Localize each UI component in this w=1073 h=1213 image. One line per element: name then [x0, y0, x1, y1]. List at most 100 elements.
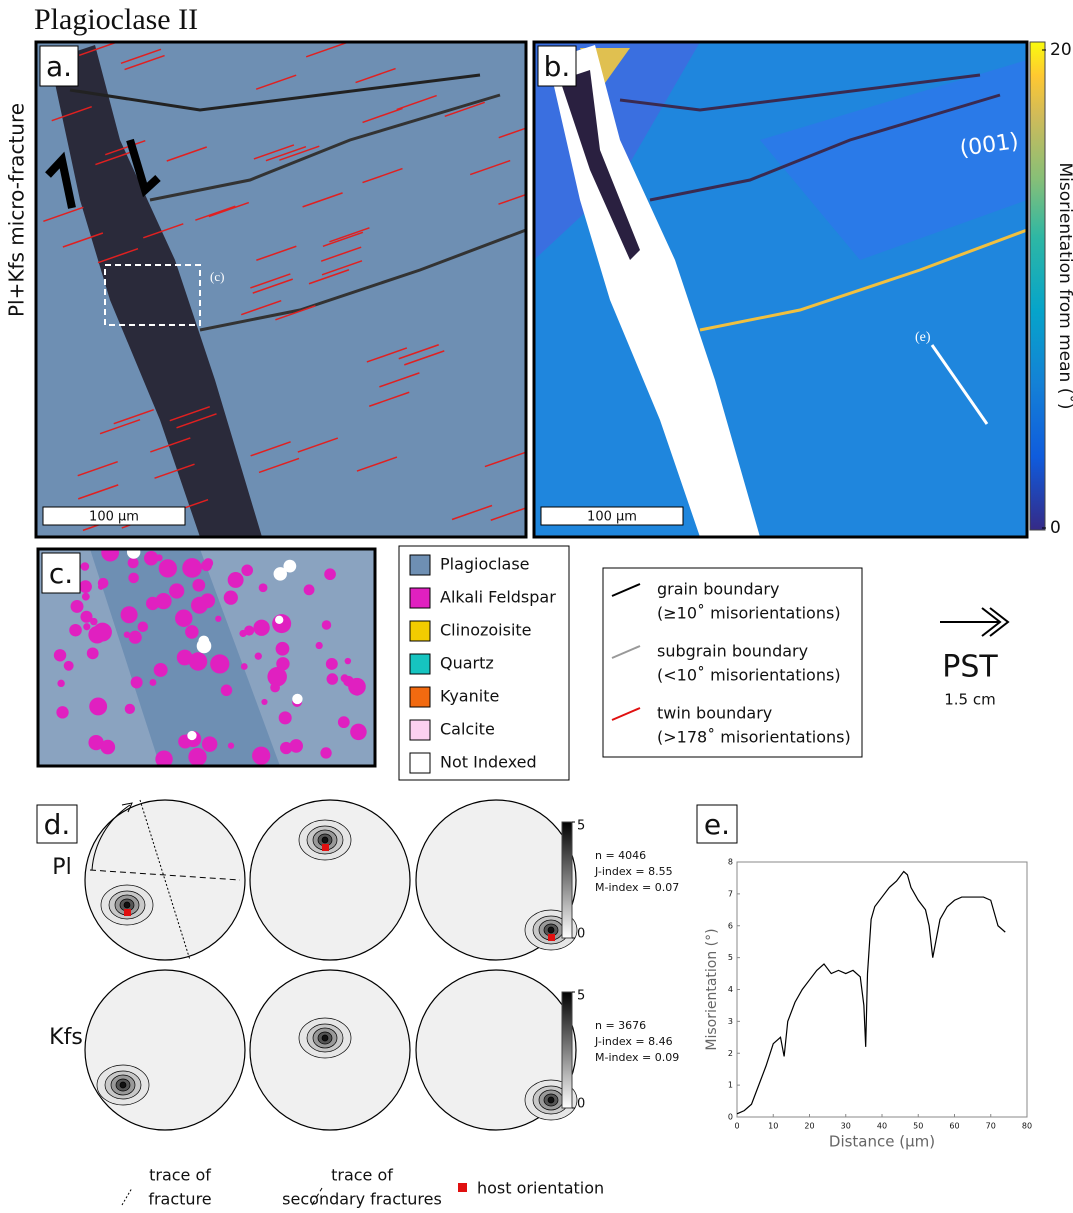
scale-bar: 100 µm	[587, 510, 637, 525]
phase-name: Kyanite	[440, 687, 499, 706]
twin-line	[368, 391, 410, 407]
stats: J-index = 8.46	[594, 1035, 673, 1048]
colorbar-tick-label: 5	[577, 989, 585, 1004]
row-label: Kfs	[49, 1025, 83, 1050]
x-tick-label: 70	[986, 1122, 996, 1131]
footer-text: trace of	[331, 1166, 393, 1185]
x-tick-label: 80	[1022, 1122, 1032, 1131]
grain	[244, 625, 255, 636]
twin-line	[302, 192, 343, 208]
grain	[267, 666, 287, 687]
twin-line	[329, 227, 370, 243]
phase-name: Not Indexed	[440, 753, 537, 772]
stats: M-index = 0.07	[595, 881, 679, 894]
grain	[90, 617, 98, 626]
twin-line	[484, 451, 526, 468]
x-axis-label: Distance (µm)	[829, 1133, 935, 1151]
twin-line	[469, 159, 511, 176]
twin-line	[404, 350, 445, 366]
y-tick-label: 2	[728, 1049, 733, 1058]
grain	[128, 630, 142, 644]
grain	[185, 625, 199, 639]
grain	[80, 562, 90, 571]
stats: M-index = 0.09	[595, 1051, 679, 1064]
phase-swatch	[409, 719, 431, 741]
y-tick-label: 8	[728, 858, 733, 867]
twin-line	[308, 269, 350, 285]
twin-line	[169, 405, 211, 422]
twin-line	[43, 206, 84, 223]
host-orientation	[322, 844, 329, 851]
colorbar	[561, 821, 573, 939]
grain	[344, 657, 352, 665]
scale-bar: 100 µm	[89, 510, 139, 525]
boundary-note: (<10˚ misorientations)	[657, 666, 841, 685]
twin-line	[362, 107, 403, 124]
twin-line	[166, 146, 207, 162]
twin-line	[79, 42, 120, 56]
twin-line	[444, 101, 486, 118]
twin-line	[253, 144, 295, 160]
twin-line	[120, 48, 162, 65]
twin-line	[208, 201, 250, 218]
twin-line	[99, 418, 141, 435]
grain	[53, 649, 67, 662]
grain	[63, 660, 74, 671]
twin-line	[256, 245, 297, 261]
phase-swatch	[409, 752, 431, 774]
grain	[120, 606, 138, 624]
host-orientation	[548, 934, 555, 941]
twin-line	[305, 42, 347, 58]
grain	[57, 679, 65, 688]
grain	[88, 734, 104, 751]
twin-line	[396, 94, 437, 111]
twin-line	[265, 145, 307, 162]
grain	[176, 649, 193, 666]
colorbar-tick-label: 0	[577, 927, 585, 942]
twin-line	[355, 67, 396, 84]
grain	[175, 609, 193, 627]
twin-line	[51, 105, 92, 122]
grain	[127, 557, 139, 569]
twin-line	[77, 460, 118, 477]
grain	[324, 568, 336, 581]
twin-line	[95, 149, 136, 166]
grain	[128, 572, 139, 584]
x-tick-label: 60	[949, 1122, 959, 1131]
grain	[155, 750, 173, 766]
grain	[158, 559, 177, 578]
grain	[182, 558, 202, 578]
side-label: Pl+Kfs micro-fracture	[5, 103, 29, 317]
stats: n = 3676	[595, 1019, 646, 1032]
grain	[155, 554, 163, 562]
twin-line	[498, 193, 526, 205]
x-tick-label: 0	[734, 1122, 739, 1131]
grain	[191, 596, 208, 614]
grain	[337, 716, 350, 729]
panel-label: c.	[49, 557, 73, 590]
twin-line	[252, 278, 293, 294]
y-tick-label: 4	[728, 985, 733, 994]
grain	[80, 610, 93, 623]
grain	[83, 623, 91, 631]
grain	[261, 698, 268, 706]
twin-line	[250, 273, 291, 289]
pst-size: 1.5 cm	[944, 691, 995, 709]
grain	[292, 693, 303, 705]
phase-swatch	[409, 620, 431, 642]
twin-line	[366, 347, 408, 363]
contour	[119, 1081, 127, 1089]
boundary-legend	[602, 567, 863, 758]
grain	[223, 590, 238, 605]
boundary-swatch	[611, 707, 641, 721]
footer-text: trace of	[149, 1166, 211, 1185]
twin-line	[195, 205, 236, 221]
twin-line	[62, 232, 104, 248]
boundary-name: subgrain boundary	[657, 642, 808, 661]
grain	[81, 592, 90, 601]
y-tick-label: 5	[728, 953, 733, 962]
grain	[146, 596, 160, 611]
grain	[276, 657, 290, 671]
pst-arrow	[940, 607, 1010, 637]
twin-line	[321, 260, 363, 276]
